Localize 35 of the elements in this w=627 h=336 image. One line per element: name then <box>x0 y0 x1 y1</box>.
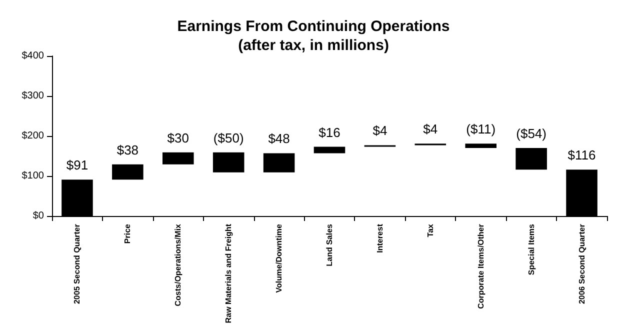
x-tick-label: 2006 Second Quarter <box>577 224 586 304</box>
data-label: $91 <box>66 158 88 173</box>
x-tick-label: Special Items <box>526 223 536 276</box>
bar <box>465 144 497 148</box>
data-label: $4 <box>423 122 438 137</box>
data-label: $38 <box>116 142 139 158</box>
bar <box>263 153 295 172</box>
data-label: $4 <box>372 123 388 138</box>
x-tick-label: Tax <box>426 223 435 238</box>
x-tick-label: 2005 Second Quarter <box>72 224 82 304</box>
x-tick-label: Costs/Operations/Mix <box>174 223 183 306</box>
y-tick-label: $200 <box>22 130 44 142</box>
x-tick-label: Interest <box>375 224 384 253</box>
x-tick-label: Price <box>123 223 132 244</box>
data-label: $48 <box>268 131 290 146</box>
bar <box>112 164 144 180</box>
x-tick-label: Land Sales <box>325 223 334 266</box>
data-label: $16 <box>318 124 340 140</box>
data-label: $116 <box>568 148 596 163</box>
y-tick-label: $400 <box>22 50 44 62</box>
data-label: ($11) <box>466 122 496 137</box>
data-label: ($54) <box>516 126 546 141</box>
bar <box>212 152 244 172</box>
y-tick-label: $0 <box>32 210 44 222</box>
x-tick-label: Raw Materials and Freight <box>224 224 234 324</box>
bar <box>314 146 346 154</box>
y-tick-label: $300 <box>22 90 44 102</box>
x-tick-label: Corporate Items/Other <box>476 224 486 309</box>
data-label: ($50) <box>213 130 244 146</box>
y-tick-label: $100 <box>22 170 44 182</box>
x-tick-label: Volume/Downtime <box>274 223 284 293</box>
chart-title: Earnings From Continuing Operations (after tax, in millions) <box>177 18 450 54</box>
bar <box>516 148 547 170</box>
bar <box>162 152 194 164</box>
data-label: $30 <box>167 130 189 146</box>
